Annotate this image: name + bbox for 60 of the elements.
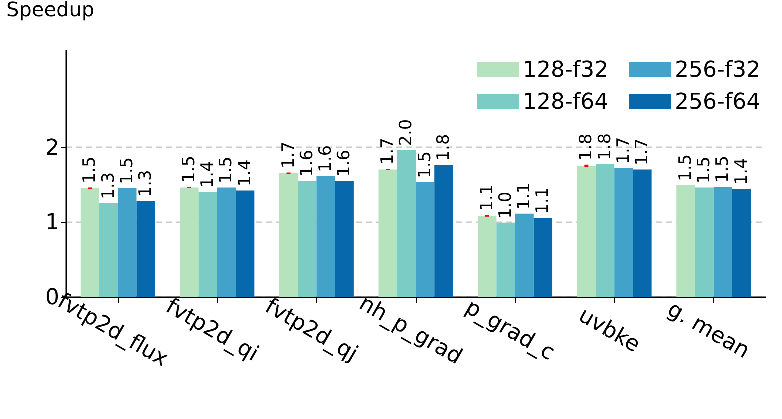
bar (596, 164, 615, 297)
bar (335, 180, 354, 297)
data-label: 1.7 (378, 138, 398, 166)
data-label: 1.0 (496, 192, 516, 219)
y-axis-title: Speedup (6, 0, 95, 22)
data-label: 1.5 (179, 156, 200, 183)
data-label: 1.8 (434, 134, 454, 162)
data-label: 1.4 (198, 161, 218, 188)
data-label: 1.1 (514, 182, 535, 210)
data-label: 1.5 (117, 157, 138, 184)
data-label: 1.4 (732, 158, 752, 186)
bar (316, 176, 336, 297)
bar (515, 214, 534, 297)
data-label: 1.5 (415, 151, 436, 178)
bar (378, 170, 398, 297)
bar (633, 170, 652, 297)
bar (676, 185, 696, 297)
data-label: 1.1 (533, 187, 554, 214)
bar (180, 188, 199, 297)
data-label: 1.3 (136, 170, 156, 198)
y-tick-label: 2 (46, 136, 60, 161)
legend-label: 128-f64 (523, 90, 609, 115)
data-label: 1.6 (297, 150, 318, 177)
data-label: 1.3 (98, 172, 119, 200)
bar (236, 190, 255, 297)
bar (397, 150, 416, 297)
data-label: 1.5 (694, 156, 715, 184)
data-label: 1.7 (278, 142, 299, 169)
data-label: 1.5 (713, 156, 734, 183)
data-label: 1.7 (614, 137, 634, 164)
bar (279, 174, 298, 297)
data-label: 2.0 (396, 119, 417, 146)
data-label: 1.1 (477, 184, 498, 212)
data-label: 1.7 (632, 138, 653, 166)
data-label: 1.8 (595, 133, 616, 161)
bar (695, 188, 714, 297)
data-label: 1.4 (235, 160, 256, 187)
legend-label: 256-f64 (675, 90, 761, 115)
bar (732, 189, 752, 297)
bar (298, 180, 317, 297)
bar (577, 166, 596, 297)
y-tick-label: 0 (46, 286, 60, 310)
bar (434, 165, 454, 297)
bar (198, 192, 218, 297)
bar (614, 168, 634, 297)
data-label: 1.5 (80, 156, 100, 184)
data-label: 1.5 (216, 156, 237, 184)
bar (217, 188, 236, 297)
y-tick-label: 1 (46, 210, 60, 236)
data-label: 1.6 (334, 150, 355, 177)
bar (478, 216, 497, 297)
data-label: 1.5 (676, 154, 696, 182)
data-label: 1.8 (576, 134, 597, 161)
legend-label: 256-f32 (675, 58, 761, 83)
bar (496, 222, 516, 297)
data-label: 1.6 (316, 145, 336, 172)
bar (714, 186, 732, 297)
bar (534, 218, 553, 297)
bar (416, 182, 435, 297)
legend-label: 128-f32 (523, 58, 609, 83)
